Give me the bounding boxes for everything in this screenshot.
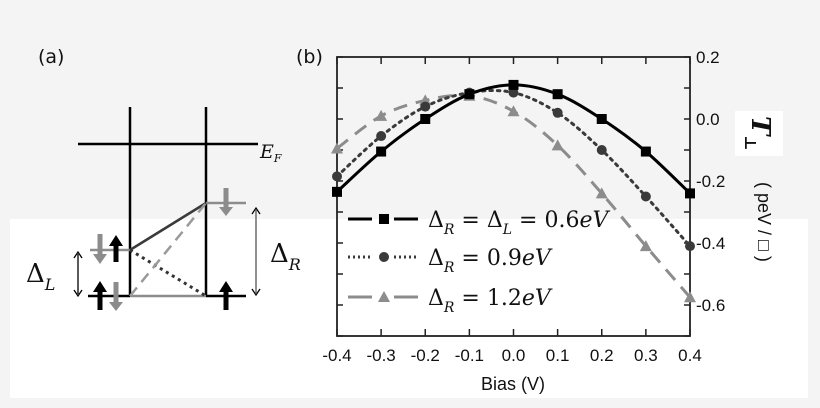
panel-a-label: (a) (38, 46, 64, 68)
white-background-panel (10, 219, 808, 398)
delta-right-arrow (251, 206, 261, 297)
axis-ticks (336, 56, 691, 337)
x-tick-label: -0.4 (322, 346, 351, 365)
square-marker (552, 89, 563, 100)
fermi-level-label: EF (259, 141, 282, 165)
triangle-marker (331, 142, 343, 154)
x-tick-label: -0.3 (366, 346, 395, 365)
spin-down-arrow-icon (109, 282, 123, 311)
y-tick-label: 0.0 (696, 110, 720, 129)
square-marker (379, 214, 389, 224)
square-marker (376, 146, 387, 157)
square-marker (464, 89, 475, 100)
delta-left-label: ΔL (26, 259, 55, 294)
x-tick-label: 0.2 (590, 346, 614, 365)
y-label-symbol-box (735, 111, 783, 156)
x-tick-label: 0.4 (678, 346, 702, 365)
panel-b-label: (b) (296, 46, 323, 68)
delta-left-arrow (73, 250, 83, 298)
triangle-marker (639, 240, 652, 252)
square-marker (332, 186, 342, 197)
x-tick-label: -0.2 (411, 346, 440, 365)
spin-down-arrow-icon (93, 234, 107, 264)
spin-down-arrow-icon (219, 188, 233, 216)
triangle-marker (684, 291, 696, 303)
y-tick-label: -0.2 (696, 172, 725, 191)
legend-label: ΔR = 1.2eV (428, 286, 553, 316)
triangle-marker (378, 291, 390, 302)
series-square (332, 79, 695, 199)
triangle-marker (551, 139, 564, 151)
y-axis-units: ( peV / □ ) (754, 182, 774, 262)
y-axis-title: T⊥ ( peV / □ ) (741, 116, 775, 262)
triangle-marker (507, 105, 520, 117)
y-tick-label: -0.4 (696, 234, 725, 253)
dashed-transition-line (129, 202, 207, 297)
square-marker (640, 146, 651, 157)
x-tick-labels: -0.4 -0.3 -0.2 -0.1 0.0 0.1 0.2 0.3 0.4 (322, 346, 701, 365)
dotted-transition-line (129, 248, 207, 298)
legend: ΔR = ΔL = 0.6eV ΔR = 0.9eV ΔR = 1.2eV (348, 208, 610, 316)
legend-label: ΔR = ΔL = 0.6eV (428, 208, 610, 238)
y-tick-label: 0.2 (696, 48, 720, 67)
data-series (331, 79, 696, 303)
series-circle (332, 87, 695, 252)
square-marker (596, 114, 607, 124)
panel-b-chart: (b) -0.4 -0.3 -0.2 -0.1 0.0 0.1 0.2 0.3 0.4 0.20… (296, 46, 783, 394)
delta-right-label: ΔR (270, 239, 301, 274)
circle-marker (332, 171, 342, 182)
circle-marker (379, 252, 389, 262)
triangle-marker (375, 109, 388, 121)
spin-up-arrow-icon (93, 281, 107, 310)
circle-marker (640, 191, 651, 202)
y-tick-label: -0.6 (696, 296, 725, 315)
legend-item: ΔR = ΔL = 0.6eV (348, 208, 610, 238)
triangle-marker (595, 187, 608, 199)
x-tick-label: -0.1 (455, 346, 484, 365)
spin-up-arrow-icon (109, 235, 123, 262)
x-tick-label: 0.3 (634, 346, 658, 365)
square-marker (685, 188, 695, 199)
x-tick-label: 0.1 (546, 346, 570, 365)
circle-marker (596, 145, 607, 155)
square-marker (508, 79, 519, 90)
circle-marker (552, 107, 563, 118)
series-line (335, 83, 692, 195)
circle-marker (376, 131, 387, 142)
legend-item: ΔR = 1.2eV (348, 286, 553, 316)
circle-marker (508, 87, 519, 98)
y-axis-symbol: T⊥ (741, 116, 775, 151)
panel-a-diagram: (a) EF (26, 46, 301, 311)
circle-marker (420, 101, 431, 112)
x-axis-title: Bias (V) (481, 374, 545, 394)
legend-label: ΔR = 0.9eV (428, 246, 553, 276)
legend-item: ΔR = 0.9eV (348, 246, 553, 276)
square-marker (420, 114, 431, 124)
solid-transition-line (129, 201, 207, 252)
spin-up-arrow-icon (219, 281, 233, 310)
x-tick-label: 0.0 (502, 346, 526, 365)
circle-marker (685, 241, 695, 252)
y-tick-labels: 0.2 0.0 -0.2 -0.4 -0.6 (696, 48, 725, 315)
